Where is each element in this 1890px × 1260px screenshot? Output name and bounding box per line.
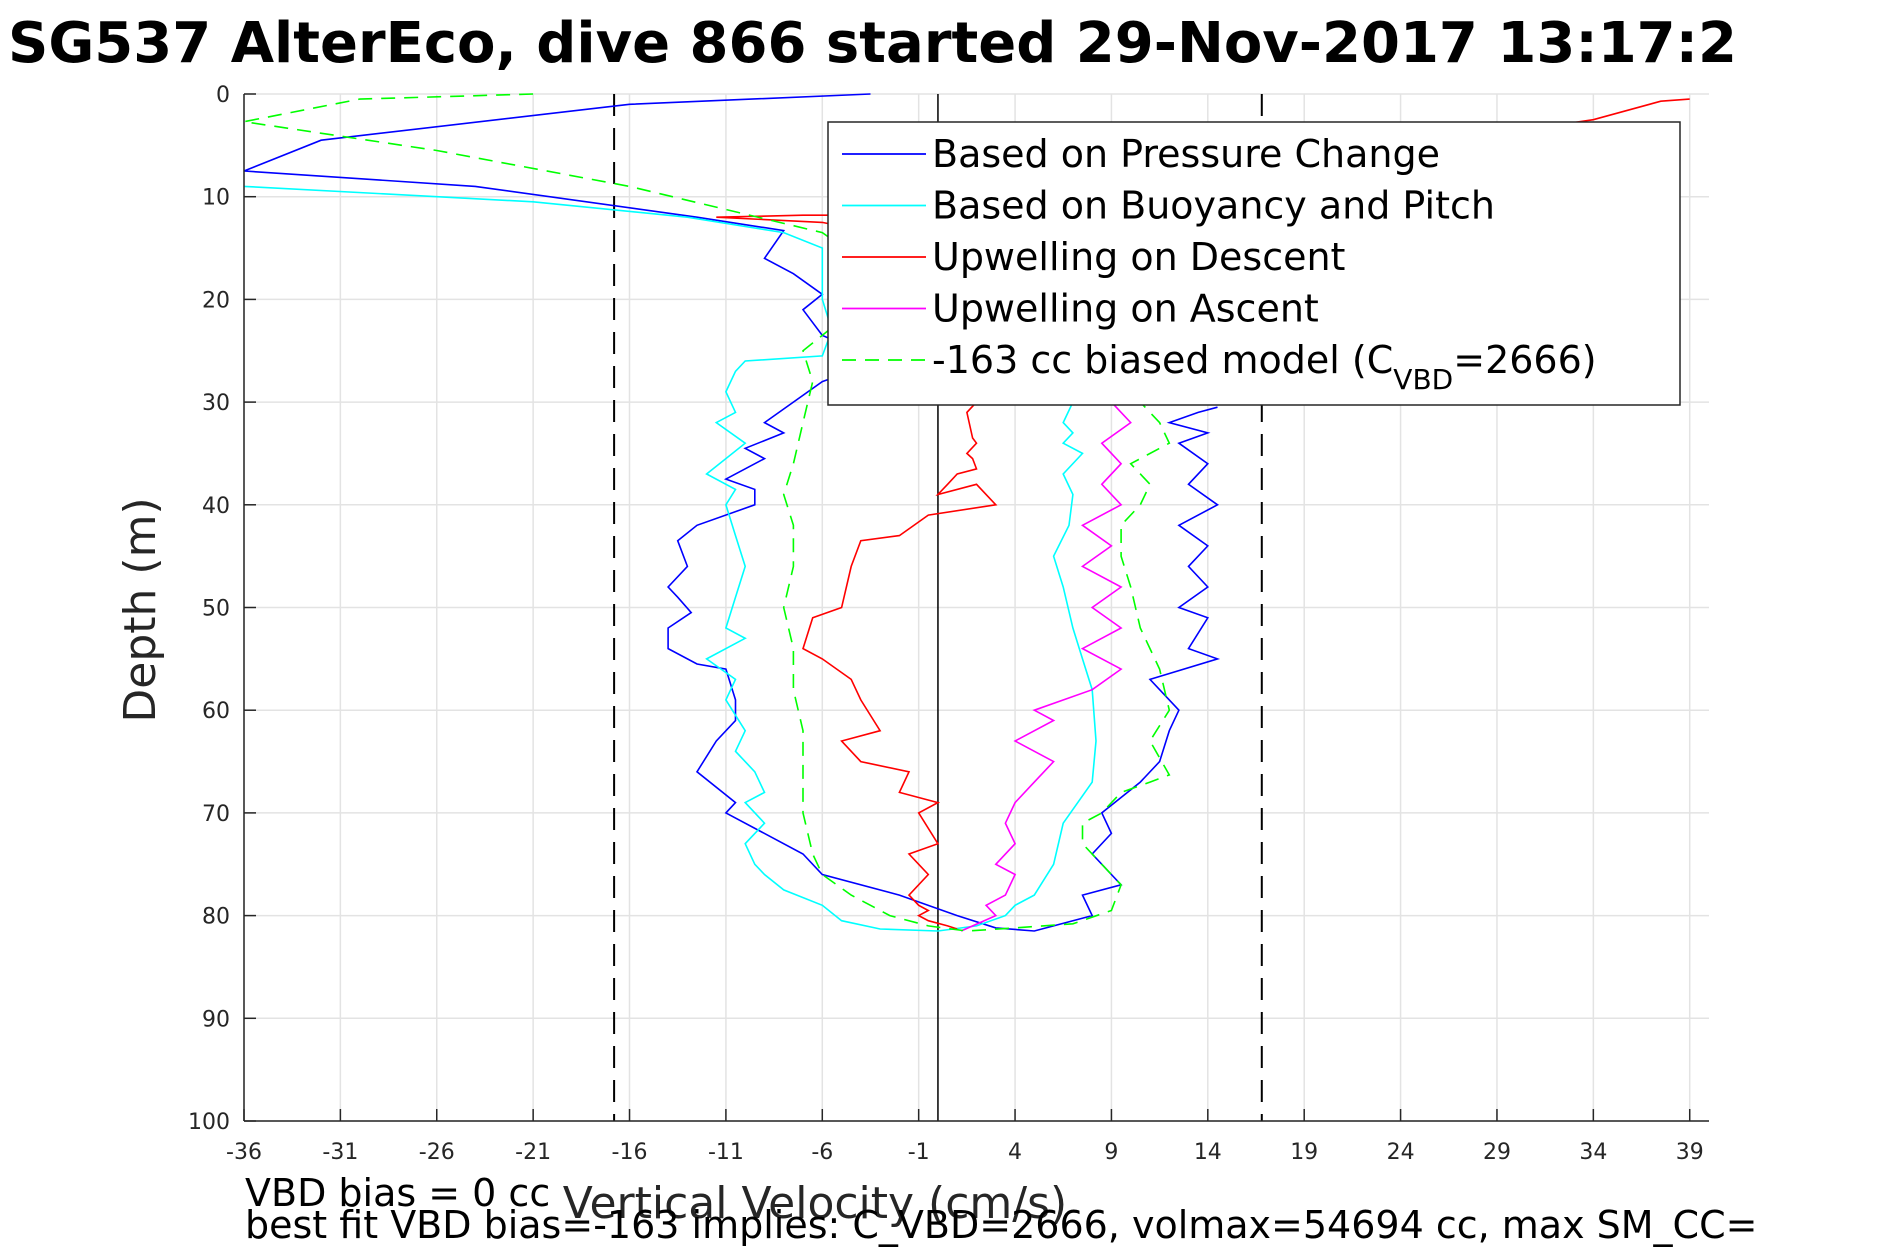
x-tick-label: -36 — [226, 1140, 262, 1165]
x-tick-label: -21 — [515, 1140, 551, 1165]
legend-label-4: Upwelling on Ascent — [932, 287, 1319, 331]
series-line-5 — [243, 93, 1171, 932]
x-axis-label: Vertical Velocity (cm/s) — [563, 1178, 1067, 1229]
x-tick-label: 34 — [1579, 1140, 1607, 1165]
x-tick-label: -16 — [612, 1140, 648, 1165]
y-tick-label: 100 — [188, 1110, 230, 1135]
y-tick-label: 0 — [216, 83, 230, 108]
series-line-4 — [960, 380, 1141, 932]
x-tick-label: 19 — [1290, 1140, 1318, 1165]
x-tick-label: 39 — [1676, 1140, 1704, 1165]
legend-box — [827, 121, 1681, 406]
axes: -36 -31 -26 -21 -16 -11 -6 -1 4 9 14 19 24 29 34 39 0 10 2… — [188, 83, 1709, 1165]
x-tick-label: 4 — [1008, 1140, 1022, 1165]
legend-label-3: Upwelling on Descent — [932, 235, 1345, 279]
x-tick-label: 29 — [1483, 1140, 1511, 1165]
y-tick-label: 80 — [202, 905, 230, 930]
y-tick-label: 40 — [202, 494, 230, 519]
y-tick-label: 70 — [202, 802, 230, 827]
legend-label-1: Based on Pressure Change — [932, 132, 1440, 176]
y-tick-label: 30 — [202, 391, 230, 416]
series-line-2 — [243, 185, 1103, 932]
x-tick-label: -11 — [708, 1140, 744, 1165]
legend-label-2: Based on Buoyancy and Pitch — [932, 184, 1495, 228]
x-tick-label: -6 — [811, 1140, 833, 1165]
x-tick-label: -26 — [419, 1140, 455, 1165]
y-tick-label: 90 — [202, 1007, 230, 1032]
chart-title: SG537 AlterEco, dive 866 started 29-Nov-… — [8, 11, 1737, 76]
x-tick-label: 14 — [1194, 1140, 1222, 1165]
y-tick-label: 10 — [202, 186, 230, 211]
y-axis-label: Depth (m) — [115, 497, 166, 722]
x-tick-label: -1 — [908, 1140, 930, 1165]
x-tick-label: 9 — [1104, 1140, 1118, 1165]
vbd-bias-note: VBD bias = 0 cc — [245, 1171, 550, 1215]
legend-label-5: -163 cc biased model (CVBD=2666) — [932, 338, 1597, 396]
legend: Based on Pressure Change Based on Buoyanc… — [827, 121, 1681, 406]
y-tick-label: 60 — [202, 699, 230, 724]
y-tick-label: 50 — [202, 597, 230, 622]
x-tick-label: -31 — [322, 1140, 358, 1165]
x-tick-label: 24 — [1387, 1140, 1415, 1165]
y-tick-label: 20 — [202, 288, 230, 313]
best-fit-note: best fit VBD bias=-163 implies: C_VBD=26… — [245, 1203, 1757, 1247]
